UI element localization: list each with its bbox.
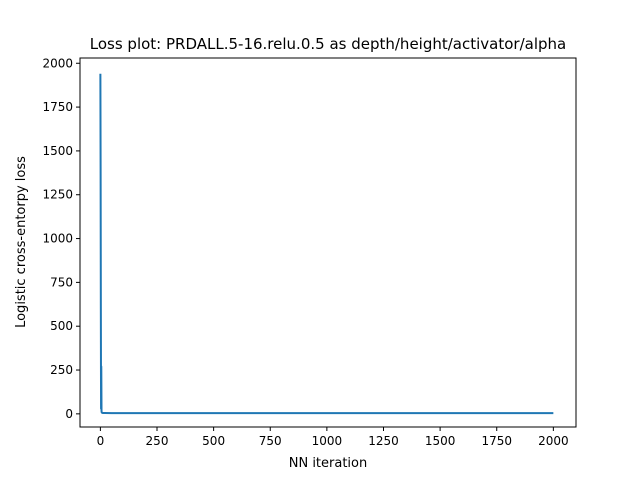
x-tick-label: 250 (146, 434, 169, 448)
plot-layer (99, 73, 554, 415)
x-tick-label: 1500 (425, 434, 456, 448)
y-axis-label: Logistic cross-entorpy loss (14, 156, 29, 328)
y-tick-label: 250 (50, 363, 73, 377)
y-tick-label: 1000 (42, 232, 73, 246)
x-tick-label: 500 (202, 434, 225, 448)
x-tick-label: 1250 (368, 434, 399, 448)
x-tick-label: 1000 (312, 434, 343, 448)
y-axis: 0 250 500 750 1000 1250 1500 1750 2000 (42, 56, 80, 421)
y-tick-label: 1250 (42, 188, 73, 202)
y-tick-label: 1750 (42, 100, 73, 114)
plot-area (80, 58, 576, 427)
series-line-0 (99, 73, 554, 415)
x-tick-label: 750 (259, 434, 282, 448)
x-axis-label: NN iteration (289, 456, 368, 471)
x-axis: 0 250 500 750 1000 1250 1500 1750 2000 (97, 427, 569, 448)
y-tick-label: 0 (65, 407, 73, 421)
y-tick-label: 750 (50, 275, 73, 289)
y-tick-label: 2000 (42, 56, 73, 70)
chart-title: Loss plot: PRDALL.5-16.relu.0.5 as depth… (90, 35, 566, 53)
x-tick-label: 0 (97, 434, 105, 448)
plot-frame (79, 57, 577, 428)
y-tick-label: 1500 (42, 144, 73, 158)
y-tick-label: 500 (50, 319, 73, 333)
x-tick-label: 1750 (481, 434, 512, 448)
x-tick-label: 2000 (538, 434, 569, 448)
